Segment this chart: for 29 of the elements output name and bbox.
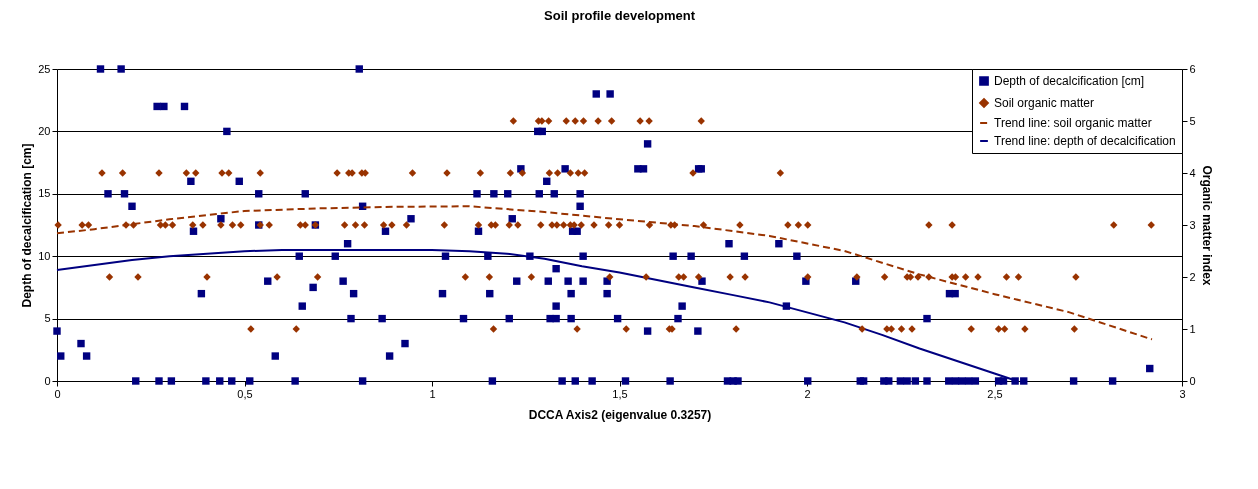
y-tick-label: 5 <box>44 312 51 325</box>
y2-tick-label: 3 <box>1189 218 1196 231</box>
x-tick-label: 3 <box>1179 387 1186 400</box>
legend-label: Depth of decalcification [cm] <box>994 74 1145 88</box>
legend-label: Trend line: soil organic matter <box>994 116 1152 130</box>
x-tick-label: 2 <box>804 387 811 400</box>
y2-tick-label: 6 <box>1189 62 1196 75</box>
y2-tick-label: 5 <box>1189 114 1196 127</box>
x-tick-label: 0 <box>54 387 61 400</box>
x-tick-label: 1 <box>429 387 436 400</box>
y2-tick-label: 4 <box>1189 166 1196 179</box>
y-tick-label: 15 <box>38 187 51 200</box>
y2-axis-title: Organic matter index <box>1199 165 1214 286</box>
y2-tick-label: 2 <box>1189 270 1196 283</box>
legend-label: Trend line: depth of decalcification <box>994 134 1176 148</box>
y2-tick-label: 1 <box>1189 322 1196 335</box>
x-axis-title: DCCA Axis2 (eigenvalue 0.3257) <box>528 407 712 422</box>
y-tick-label: 20 <box>38 124 51 137</box>
chart-title: Soil profile development <box>544 8 696 23</box>
y-tick-label: 10 <box>38 249 51 262</box>
x-tick-label: 0,5 <box>237 387 253 400</box>
legend-label: Soil organic matter <box>994 96 1095 110</box>
y2-tick-label: 0 <box>1189 374 1196 387</box>
y-axis-title: Depth of decalcification [cm] <box>20 143 35 308</box>
x-tick-label: 1,5 <box>612 387 628 400</box>
line-series <box>56 205 1153 341</box>
x-tick-label: 2,5 <box>987 387 1003 400</box>
y-tick-label: 0 <box>44 374 51 387</box>
y-tick-label: 25 <box>38 62 51 75</box>
